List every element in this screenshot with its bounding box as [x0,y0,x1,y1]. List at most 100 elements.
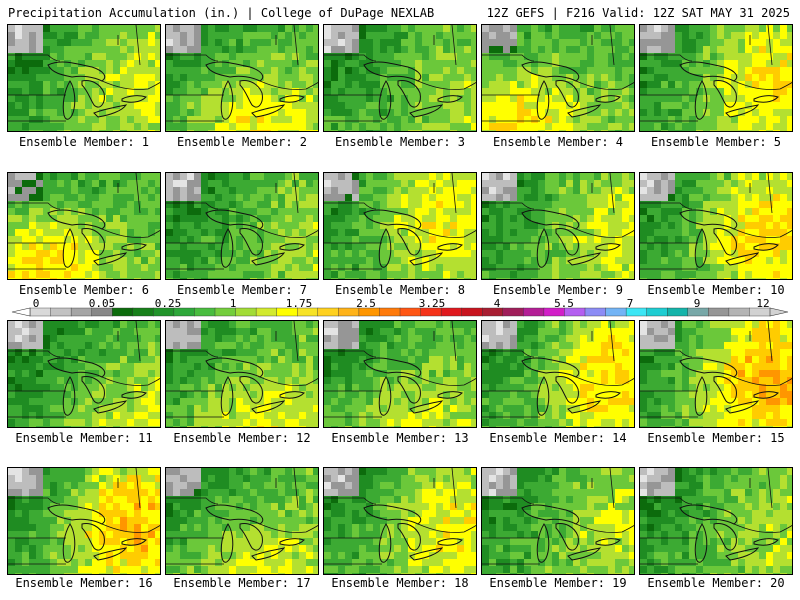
boundary-line [101,376,160,386]
colorbar-min-arrow [11,307,31,317]
boundary-line [733,376,792,386]
lake-outline [62,80,76,120]
lake-outline [555,80,579,108]
ensemble-member-label: Ensemble Member: 2 [176,135,308,149]
lake-outline [251,252,286,266]
lake-outline [567,400,602,414]
lake-outline [694,228,708,268]
colorbar-swatch [605,307,627,317]
ensemble-member-map [639,24,793,132]
lake-outline [409,547,444,561]
map-title: Precipitation Accumulation (in.) | Colle… [8,6,435,20]
lake-outline [713,523,737,551]
run-valid-time: 12Z GEFS | F216 Valid: 12Z SAT MAY 31 20… [486,6,790,20]
boundary-line [293,25,299,66]
ensemble-member-map [323,24,477,132]
boundary-line [609,321,615,362]
ensemble-member-label: Ensemble Member: 6 [18,283,150,297]
lake-outline [93,252,128,266]
ensemble-member-map [639,320,793,428]
lake-outline [595,538,621,546]
ensemble-member-label: Ensemble Member: 3 [334,135,466,149]
boundary-line [733,523,792,533]
boundary-line [417,80,476,90]
boundary-line [8,497,61,505]
boundary-line [166,54,219,62]
colorbar-swatch [667,307,689,317]
ensemble-member-label: Ensemble Member: 4 [492,135,624,149]
lake-outline [694,523,708,563]
colorbar-swatch [112,307,134,317]
boundary-line [451,321,457,362]
lake-outline [62,228,76,268]
ensemble-member-map [481,320,635,428]
lake-outline [753,243,779,251]
lake-outline [409,252,444,266]
boundary-line [575,523,634,533]
ensemble-member-map [323,467,477,575]
boundary-line [324,202,377,210]
lake-outline [378,523,392,563]
colorbar-swatch [461,307,483,317]
lake-outline [93,400,128,414]
ensemble-member-label: Ensemble Member: 1 [18,135,150,149]
lake-outline [725,104,760,118]
lake-outline [437,391,463,399]
ensemble-member-label: Ensemble Member: 18 [331,576,469,590]
boundary-line [101,228,160,238]
ensemble-member-label: Ensemble Member: 9 [492,283,624,297]
lake-outline [694,376,708,416]
lake-outline [397,80,421,108]
boundary-line [417,228,476,238]
lake-outline [713,376,737,404]
lake-outline [81,523,105,551]
lake-outline [239,376,263,404]
ensemble-member-label: Ensemble Member: 7 [176,283,308,297]
colorbar-swatch [523,307,545,317]
lake-outline [251,547,286,561]
ensemble-member-map [639,467,793,575]
ensemble-member-map [7,24,161,132]
lake-outline [279,95,305,103]
boundary-line [640,497,693,505]
ensemble-member-label: Ensemble Member: 12 [173,431,311,445]
boundary-line [451,468,457,509]
lake-outline [567,104,602,118]
colorbar-tick-label: 4 [493,297,501,310]
ensemble-member-map [481,24,635,132]
boundary-line [135,173,141,214]
boundary-line [324,350,377,358]
lake-outline [121,391,147,399]
lake-outline [725,547,760,561]
colorbar-tick-label: 0 [32,297,40,310]
ensemble-member-map [165,172,319,280]
lake-outline [753,538,779,546]
colorbar-swatch [379,307,401,317]
lake-outline [279,243,305,251]
lake-outline [567,252,602,266]
boundary-line [293,321,299,362]
lake-outline [220,523,234,563]
lake-outline [121,243,147,251]
lake-outline [536,523,550,563]
ensemble-member-map [165,24,319,132]
boundary-line [135,321,141,362]
lake-outline [694,80,708,120]
boundary-line [8,202,61,210]
colorbar-swatch [399,307,422,317]
lake-outline [121,538,147,546]
boundary-line [451,25,457,66]
colorbar-tick-label: 0.05 [88,297,116,310]
lake-outline [378,80,392,120]
boundary-line [575,80,634,90]
lake-outline [536,376,550,416]
colorbar-tick-label: 1.75 [285,297,313,310]
lake-outline [251,400,286,414]
ensemble-member-label: Ensemble Member: 17 [173,576,311,590]
lake-outline [555,523,579,551]
lake-outline [251,104,286,118]
boundary-line [640,202,693,210]
colorbar-swatch [646,307,668,317]
lake-outline [536,228,550,268]
boundary-line [417,523,476,533]
